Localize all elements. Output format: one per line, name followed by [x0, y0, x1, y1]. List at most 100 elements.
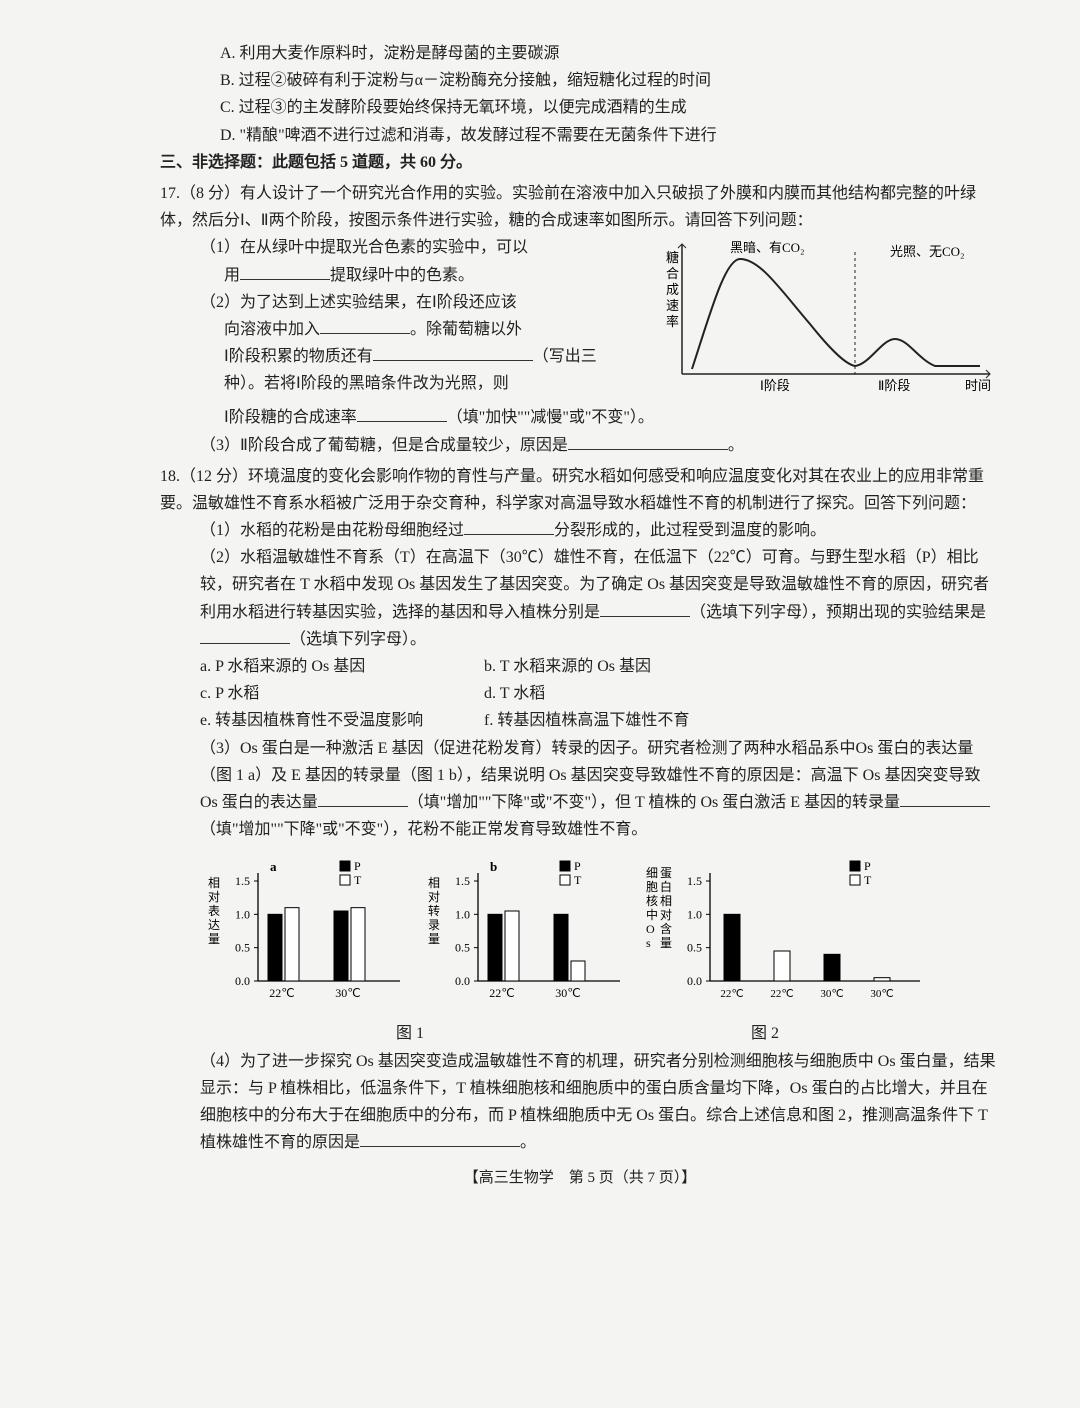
svg-text:合: 合 [666, 266, 679, 281]
svg-text:中: 中 [646, 907, 658, 922]
q17-head: 17.（8 分）有人设计了一个研究光合作用的实验。实验前在溶液中加入只破损了外膜… [160, 180, 1000, 234]
svg-text:30℃: 30℃ [820, 988, 843, 1000]
svg-text:对: 对 [208, 890, 220, 904]
section-3-head: 三、非选择题：此题包括 5 道题，共 60 分。 [160, 149, 1000, 176]
q17-2f: 种）。若将Ⅰ阶段的黑暗条件改为光照，则 [224, 375, 509, 392]
svg-text:细: 细 [646, 866, 658, 880]
q18-1b: 分裂形成的，此过程受到温度的影响。 [554, 522, 826, 539]
q17-chart: 糖 合 成 速 率 黑暗、有CO₂ 光照、无CO₂ Ⅰ阶段 Ⅱ阶段 时间 [660, 234, 1000, 404]
svg-text:0.0: 0.0 [235, 974, 250, 988]
svg-text:1.0: 1.0 [687, 908, 702, 922]
blank [357, 405, 447, 422]
opt-e: e. 转基因植株育性不受温度影响 [200, 707, 480, 734]
opt-D: D. "精酿"啤酒不进行过滤和消毒，故发酵过程不需要在无菌条件下进行 [160, 122, 1000, 149]
q18: 18.（12 分）环境温度的变化会影响作物的育性与产量。研究水稻如何感受和响应温… [160, 463, 1000, 1157]
svg-text:Ⅱ阶段: Ⅱ阶段 [878, 378, 910, 393]
svg-text:速: 速 [666, 298, 679, 313]
svg-text:表: 表 [208, 904, 220, 918]
svg-text:22℃: 22℃ [489, 986, 514, 1000]
q18-3c: （填"增加""下降"或"不变"），花粉不能正常发育导致雄性不育。 [200, 821, 647, 838]
svg-text:对: 对 [660, 908, 672, 922]
chart-1b: 0.0 0.5 1.0 1.5 相对转录量 b PT 22℃ 30℃ [420, 851, 630, 1016]
svg-text:O: O [646, 922, 655, 936]
svg-text:30℃: 30℃ [335, 986, 360, 1000]
svg-text:录: 录 [428, 918, 440, 932]
svg-text:s: s [646, 936, 651, 950]
svg-text:转: 转 [428, 903, 440, 918]
svg-text:含: 含 [660, 921, 672, 936]
svg-text:相: 相 [208, 876, 220, 890]
svg-text:达: 达 [208, 918, 220, 932]
blank [360, 1130, 520, 1147]
svg-text:1.5: 1.5 [235, 874, 250, 888]
svg-text:22℃: 22℃ [770, 988, 793, 1000]
blank [568, 433, 728, 450]
svg-text:糖: 糖 [666, 250, 679, 265]
svg-text:蛋: 蛋 [660, 866, 672, 880]
opt-c: c. P 水稻 [200, 680, 480, 707]
svg-text:1.0: 1.0 [455, 908, 470, 922]
blank [600, 600, 690, 617]
blank [464, 518, 554, 535]
q17-3a: （3）Ⅱ阶段合成了葡萄糖，但是合成量较少，原因是 [200, 437, 568, 454]
q18-2b: （选填下列字母），预期出现的实验结果是 [690, 604, 986, 621]
blank [900, 790, 990, 807]
opt-A: A. 利用大麦作原料时，淀粉是酵母菌的主要碳源 [160, 40, 1000, 67]
blank [320, 317, 410, 334]
svg-text:黑暗、有CO₂: 黑暗、有CO₂ [730, 240, 805, 255]
svg-text:22℃: 22℃ [269, 986, 294, 1000]
svg-text:T: T [354, 873, 362, 887]
blank [200, 627, 290, 644]
q17-1a: （1）在从绿叶中提取光合色素的实验中，可以 [200, 239, 528, 256]
svg-text:b: b [490, 859, 497, 874]
svg-text:P: P [864, 859, 871, 873]
opt-b: b. T 水稻来源的 Os 基因 [484, 653, 764, 680]
opt-B: B. 过程②破碎有利于淀粉与α－淀粉酶充分接触，缩短糖化过程的时间 [160, 67, 1000, 94]
svg-text:光照、无CO₂: 光照、无CO₂ [890, 244, 965, 259]
svg-text:P: P [574, 859, 581, 873]
blank [318, 790, 408, 807]
svg-text:30℃: 30℃ [555, 986, 580, 1000]
svg-text:0.5: 0.5 [455, 941, 470, 955]
svg-text:对: 对 [428, 890, 440, 904]
q18-1a: （1）水稻的花粉是由花粉母细胞经过 [200, 522, 464, 539]
svg-text:0.0: 0.0 [687, 974, 702, 988]
charts-row: 0.00.51.01.5相对表达量aPT22℃30℃ 0.00.51.01.5相… [200, 851, 1000, 1016]
q17-1b: 用 [224, 267, 240, 284]
opt-C: C. 过程③的主发酵阶段要始终保持无氧环境，以便完成酒精的生成 [160, 94, 1000, 121]
q17-2d: Ⅰ阶段积累的物质还有 [224, 348, 373, 365]
q17-2e: （写出三 [533, 348, 597, 365]
svg-text:T: T [574, 873, 582, 887]
svg-text:1.5: 1.5 [687, 874, 702, 888]
q17-2h: （填"加快""减慢"或"不变"）。 [447, 409, 654, 426]
svg-text:核: 核 [646, 894, 658, 908]
blank [240, 263, 330, 280]
svg-text:相: 相 [428, 876, 440, 890]
opt-f: f. 转基因植株高温下雄性不育 [484, 707, 764, 734]
q17-2c: 。除葡萄糖以外 [410, 321, 522, 338]
svg-text:1.5: 1.5 [455, 874, 470, 888]
svg-text:成: 成 [666, 282, 679, 297]
opt-d: d. T 水稻 [484, 680, 764, 707]
svg-text:Ⅰ阶段: Ⅰ阶段 [760, 378, 790, 393]
q18-head: 18.（12 分）环境温度的变化会影响作物的育性与产量。研究水稻如何感受和响应温… [160, 463, 1000, 517]
q18-4b: 。 [520, 1134, 536, 1151]
svg-text:0.5: 0.5 [235, 941, 250, 955]
svg-text:0.0: 0.0 [455, 974, 470, 988]
page-footer: 【高三生物学 第 5 页（共 7 页）】 [160, 1166, 1000, 1192]
chart-2: 0.00.51.01.5细胞核中Os蛋白相对含量PT22℃22℃30℃30℃ [640, 851, 930, 1016]
svg-text:率: 率 [666, 314, 679, 329]
svg-text:量: 量 [428, 932, 440, 946]
q18-2c: （选填下列字母）。 [290, 631, 426, 648]
svg-text:时间: 时间 [965, 378, 991, 393]
q18-4a: （4）为了进一步探究 Os 基因突变造成温敏雄性不育的机理，研究者分别检测细胞核… [200, 1053, 996, 1152]
chart-1a: 0.00.51.01.5相对表达量aPT22℃30℃ [200, 851, 410, 1016]
blank [373, 344, 533, 361]
fig2-label: 图 2 [620, 1020, 910, 1047]
svg-text:P: P [354, 859, 361, 873]
q17-2a: （2）为了达到上述实验结果，在Ⅰ阶段还应该 [200, 294, 517, 311]
svg-text:22℃: 22℃ [720, 988, 743, 1000]
svg-text:T: T [864, 873, 872, 887]
svg-text:量: 量 [660, 936, 672, 950]
svg-text:1.0: 1.0 [235, 908, 250, 922]
